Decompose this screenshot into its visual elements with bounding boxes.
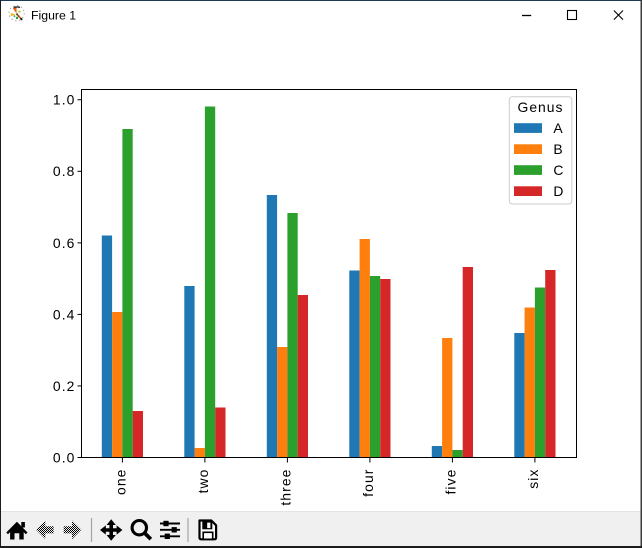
svg-text:0.8: 0.8 — [53, 163, 76, 179]
svg-text:0.4: 0.4 — [53, 306, 76, 322]
svg-text:four: four — [360, 469, 376, 497]
svg-text:six: six — [525, 469, 541, 489]
svg-text:0.2: 0.2 — [53, 378, 76, 394]
svg-text:0.0: 0.0 — [53, 449, 76, 465]
svg-text:one: one — [113, 469, 129, 495]
svg-text:C: C — [553, 162, 563, 178]
svg-text:1.0: 1.0 — [53, 92, 76, 108]
svg-text:D: D — [553, 183, 563, 199]
svg-text:three: three — [278, 469, 294, 506]
svg-text:A: A — [553, 120, 563, 136]
svg-text:two: two — [195, 469, 211, 494]
svg-text:five: five — [443, 469, 459, 495]
svg-text:Figure 1: Figure 1 — [31, 9, 76, 23]
svg-text:Genus: Genus — [518, 99, 564, 115]
svg-text:B: B — [553, 141, 562, 157]
svg-text:0.6: 0.6 — [53, 235, 76, 251]
